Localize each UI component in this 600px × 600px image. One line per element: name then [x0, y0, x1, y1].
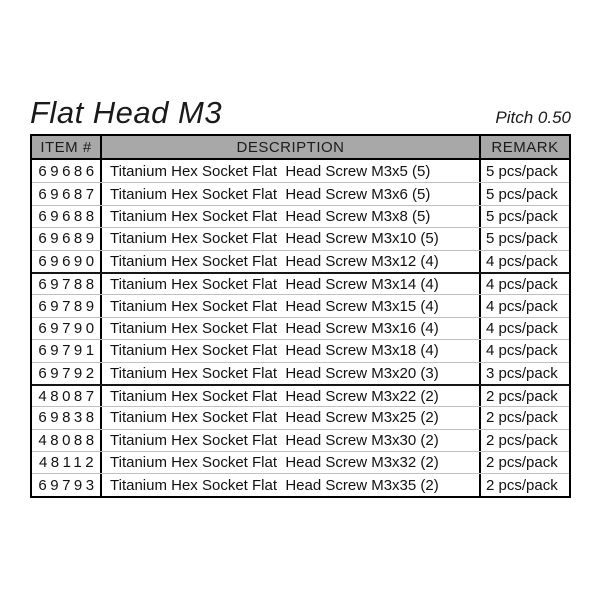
table-row: 69838 Titanium Hex Socket Flat Head Scre…: [32, 406, 569, 429]
table-row: 69789 Titanium Hex Socket Flat Head Scre…: [32, 294, 569, 317]
pitch-label: Pitch 0.50: [495, 108, 571, 127]
table-row: 69688 Titanium Hex Socket Flat Head Scre…: [32, 204, 569, 228]
table-header-row: ITEM # DESCRIPTION REMARK: [32, 136, 569, 160]
table-row: 48112 Titanium Hex Socket Flat Head Scre…: [32, 451, 569, 474]
remark-cell: 2 pcs/pack: [486, 409, 558, 427]
parts-table: ITEM # DESCRIPTION REMARK 69686 Titanium…: [30, 134, 571, 498]
table-row: 69686 Titanium Hex Socket Flat Head Scre…: [32, 160, 569, 183]
column-header-description: DESCRIPTION: [102, 136, 481, 158]
table-row: 69792 Titanium Hex Socket Flat Head Scre…: [32, 361, 569, 384]
catalog-sheet: Flat Head M3 Pitch 0.50 ITEM # DESCRIPTI…: [30, 96, 571, 498]
remark-cell: 4 pcs/pack: [486, 297, 558, 315]
remark-cell: 4 pcs/pack: [486, 319, 558, 337]
table-row: 69788 Titanium Hex Socket Flat Head Scre…: [32, 271, 569, 295]
item-number-cell: 69689: [32, 228, 102, 250]
remark-cell: 5 pcs/pack: [486, 162, 558, 180]
description-cell: Titanium Hex Socket Flat Head Screw M3x2…: [102, 362, 481, 384]
item-number-cell: 69793: [32, 474, 102, 496]
item-number-cell: 69790: [32, 317, 102, 340]
remark-cell: 2 pcs/pack: [486, 454, 558, 472]
column-header-item: ITEM #: [32, 136, 102, 158]
column-header-remark: REMARK: [491, 138, 559, 156]
table-row: 69690 Titanium Hex Socket Flat Head Scre…: [32, 249, 569, 272]
remark-cell: 2 pcs/pack: [486, 476, 558, 494]
description-cell: Titanium Hex Socket Flat Head Screw M3x1…: [102, 273, 481, 295]
remark-cell: 4 pcs/pack: [486, 342, 558, 360]
item-number-cell: 69690: [32, 250, 102, 272]
table-row: 69790 Titanium Hex Socket Flat Head Scre…: [32, 316, 569, 340]
description-cell: Titanium Hex Socket Flat Head Screw M3x3…: [102, 429, 481, 452]
remark-cell: 3 pcs/pack: [486, 364, 558, 382]
remark-cell: 5 pcs/pack: [486, 207, 558, 225]
description-cell: Titanium Hex Socket Flat Head Screw M3x1…: [102, 317, 481, 340]
item-number-cell: 69686: [32, 160, 102, 183]
description-cell: Titanium Hex Socket Flat Head Screw M3x2…: [102, 385, 481, 407]
description-cell: Titanium Hex Socket Flat Head Screw M3x3…: [102, 474, 481, 496]
description-cell: Titanium Hex Socket Flat Head Screw M3x6…: [102, 183, 481, 205]
description-cell: Titanium Hex Socket Flat Head Screw M3x5…: [102, 160, 481, 183]
description-cell: Titanium Hex Socket Flat Head Screw M3x1…: [102, 250, 481, 272]
item-number-cell: 48088: [32, 429, 102, 452]
description-cell: Titanium Hex Socket Flat Head Screw M3x1…: [102, 295, 481, 317]
table-row: 48087 Titanium Hex Socket Flat Head Scre…: [32, 383, 569, 407]
item-number-cell: 69788: [32, 273, 102, 295]
table-row: 48088 Titanium Hex Socket Flat Head Scre…: [32, 428, 569, 452]
table-row: 69793 Titanium Hex Socket Flat Head Scre…: [32, 473, 569, 496]
title-row: Flat Head M3 Pitch 0.50: [30, 96, 571, 129]
item-number-cell: 69792: [32, 362, 102, 384]
table-row: 69687 Titanium Hex Socket Flat Head Scre…: [32, 182, 569, 205]
remark-cell: 5 pcs/pack: [486, 185, 558, 203]
item-number-cell: 69838: [32, 407, 102, 429]
item-number-cell: 48112: [32, 452, 102, 474]
remark-cell: 4 pcs/pack: [486, 275, 558, 293]
remark-cell: 2 pcs/pack: [486, 431, 558, 449]
table-body: 69686 Titanium Hex Socket Flat Head Scre…: [32, 160, 569, 496]
item-number-cell: 69789: [32, 295, 102, 317]
item-number-cell: 69687: [32, 183, 102, 205]
item-number-cell: 69688: [32, 205, 102, 228]
item-number-cell: 48087: [32, 385, 102, 407]
description-cell: Titanium Hex Socket Flat Head Screw M3x8…: [102, 205, 481, 228]
remark-cell: 5 pcs/pack: [486, 230, 558, 248]
description-cell: Titanium Hex Socket Flat Head Screw M3x1…: [102, 228, 481, 250]
page-title: Flat Head M3: [30, 95, 223, 130]
remark-cell: 4 pcs/pack: [486, 252, 558, 270]
remark-cell: 2 pcs/pack: [486, 387, 558, 405]
description-cell: Titanium Hex Socket Flat Head Screw M3x3…: [102, 452, 481, 474]
description-cell: Titanium Hex Socket Flat Head Screw M3x1…: [102, 340, 481, 362]
table-row: 69689 Titanium Hex Socket Flat Head Scre…: [32, 227, 569, 250]
description-cell: Titanium Hex Socket Flat Head Screw M3x2…: [102, 407, 481, 429]
item-number-cell: 69791: [32, 340, 102, 362]
table-row: 69791 Titanium Hex Socket Flat Head Scre…: [32, 339, 569, 362]
